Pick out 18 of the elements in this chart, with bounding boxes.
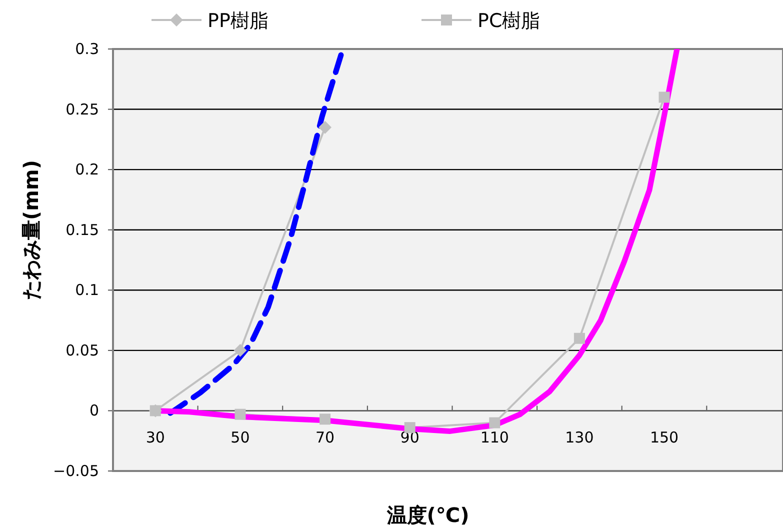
legend-label: PC樹脂	[478, 10, 540, 32]
x-axis-title: 温度(℃)	[386, 503, 470, 527]
y-tick-label: 0.3	[75, 40, 99, 58]
x-tick-label: 50	[230, 428, 250, 447]
y-tick-label: 0	[89, 402, 99, 420]
y-tick-label: 0.2	[75, 160, 99, 179]
x-tick-label: 70	[315, 428, 335, 447]
y-tick-label: 0.1	[75, 281, 99, 300]
x-tick-label: 150	[650, 428, 679, 447]
y-tick-label: −0.05	[53, 462, 99, 480]
y-tick-label: 0.25	[66, 100, 99, 118]
y-tick-label: 0.05	[66, 341, 99, 360]
x-tick-label: 110	[480, 428, 509, 447]
x-tick-label: 30	[146, 428, 165, 447]
legend-label: PP樹脂	[208, 10, 268, 32]
y-tick-label: 0.15	[66, 220, 99, 239]
x-tick-label: 130	[565, 428, 594, 447]
y-axis-title: たわみ量(mm)	[19, 160, 43, 300]
